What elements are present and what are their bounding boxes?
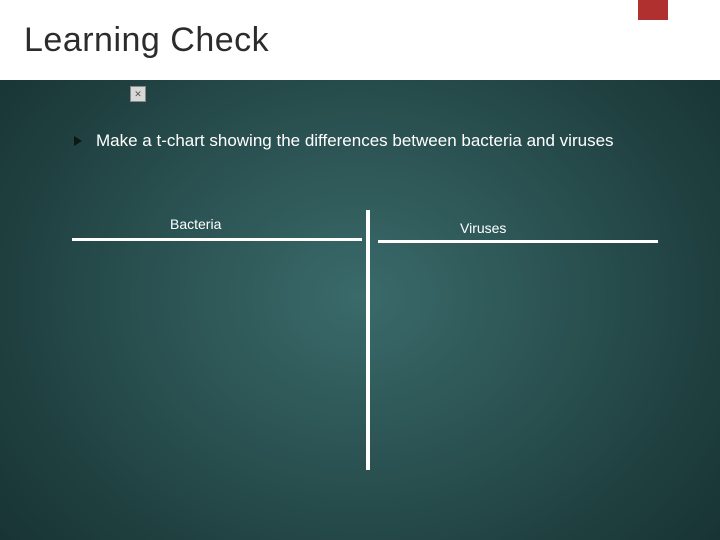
slide-title: Learning Check: [24, 21, 269, 60]
tchart-horizontal-line-right: [378, 240, 658, 243]
broken-image-icon: ✕: [130, 86, 146, 102]
bullet-text: Make a t-chart showing the differences b…: [96, 130, 614, 153]
tchart-horizontal-line-left: [72, 238, 362, 241]
tchart-left-header: Bacteria: [170, 216, 221, 232]
bullet-item: Make a t-chart showing the differences b…: [74, 130, 670, 153]
tchart-right-header: Viruses: [460, 220, 506, 236]
tchart-vertical-line: [366, 210, 370, 470]
t-chart: Bacteria Viruses: [60, 210, 660, 490]
accent-block: [638, 0, 668, 20]
title-bar: Learning Check: [0, 0, 720, 80]
bullet-arrow-icon: [74, 136, 82, 146]
